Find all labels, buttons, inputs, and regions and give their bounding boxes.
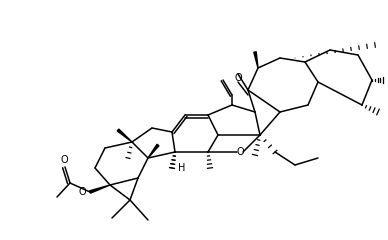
Text: O: O xyxy=(60,155,68,165)
Text: O: O xyxy=(234,73,242,83)
Text: O: O xyxy=(236,147,244,157)
Polygon shape xyxy=(90,185,110,193)
Polygon shape xyxy=(254,52,258,68)
Polygon shape xyxy=(148,144,159,158)
Text: O: O xyxy=(78,187,86,197)
Polygon shape xyxy=(117,129,132,142)
Text: H: H xyxy=(178,163,186,173)
